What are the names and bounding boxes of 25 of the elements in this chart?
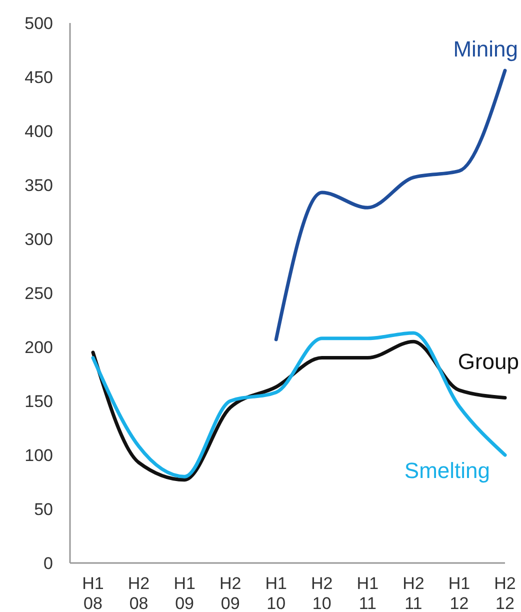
y-tick-label: 100 bbox=[24, 446, 53, 465]
y-tick-label: 0 bbox=[44, 554, 53, 573]
x-tick-label: H1 12 bbox=[448, 574, 470, 612]
x-tick-label: H1 10 bbox=[265, 574, 287, 612]
y-tick-label: 400 bbox=[24, 122, 53, 141]
y-tick-label: 500 bbox=[24, 14, 53, 33]
x-tick-label: H2 09 bbox=[219, 574, 242, 612]
y-tick-label: 450 bbox=[24, 68, 53, 87]
y-tick-label: 300 bbox=[24, 230, 53, 249]
line-series bbox=[274, 68, 507, 342]
x-tick-label: H1 09 bbox=[174, 574, 196, 612]
series-label: Mining bbox=[453, 36, 518, 62]
y-tick-label: 150 bbox=[24, 392, 53, 411]
x-tick-label: H2 12 bbox=[494, 574, 516, 612]
x-tick-label: H1 08 bbox=[82, 574, 104, 612]
x-tick-label: H2 08 bbox=[128, 574, 150, 612]
y-tick-label: 200 bbox=[24, 338, 53, 357]
x-tick-label: H1 11 bbox=[356, 574, 379, 612]
x-tick-label: H2 11 bbox=[402, 574, 424, 612]
series-label: Smelting bbox=[404, 458, 490, 483]
y-tick-label: 50 bbox=[34, 500, 53, 519]
x-tick-label: H2 10 bbox=[311, 574, 333, 612]
y-tick-label: 250 bbox=[24, 284, 53, 303]
y-tick-label: 350 bbox=[24, 176, 53, 195]
series-label: Group bbox=[458, 348, 519, 374]
